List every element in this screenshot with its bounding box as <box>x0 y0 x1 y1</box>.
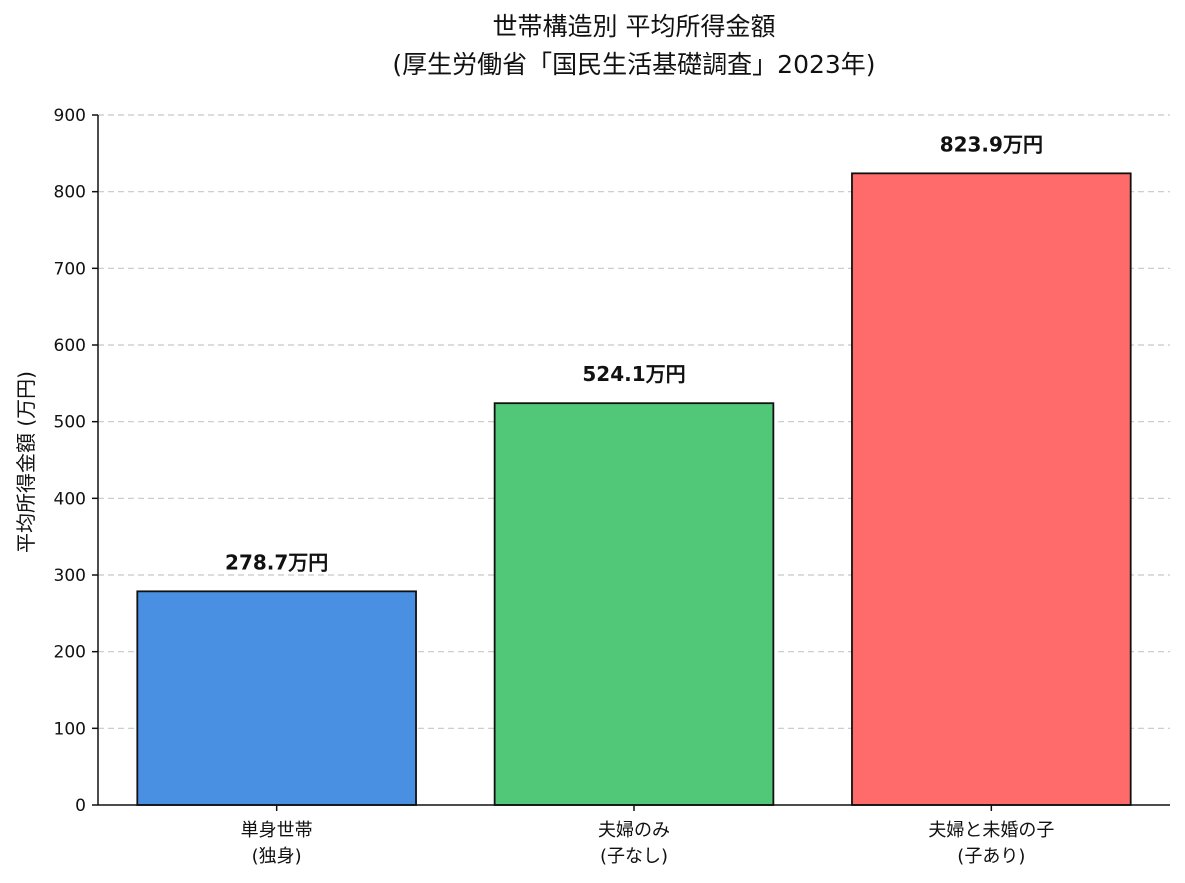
x-tick-label: 単身世帯 <box>241 820 313 841</box>
data-label: 278.7万円 <box>225 550 328 574</box>
y-tick-label: 900 <box>54 106 86 126</box>
x-tick-label: (子あり) <box>957 846 1025 867</box>
y-axis-label: 平均所得金額 (万円) <box>14 371 38 553</box>
y-tick-label: 600 <box>54 336 86 356</box>
bar <box>493 402 775 806</box>
x-tick-label: (子なし) <box>600 846 668 867</box>
y-tick-label: 700 <box>54 259 86 279</box>
data-label: 823.9万円 <box>940 132 1043 156</box>
y-tick-label: 500 <box>54 413 86 433</box>
bars <box>136 172 1132 806</box>
bar <box>851 172 1132 806</box>
x-tick-label: 夫婦のみ <box>598 820 670 841</box>
y-tick-label: 400 <box>54 489 86 509</box>
y-tick-label: 200 <box>54 643 86 663</box>
data-label: 524.1万円 <box>582 362 685 386</box>
x-tick-label: 夫婦と未婚の子 <box>928 820 1054 841</box>
y-tick-label: 100 <box>54 719 86 739</box>
chart-title-line-1: 世帯構造別 平均所得金額 <box>493 12 776 41</box>
bar <box>136 590 417 806</box>
y-tick-label: 0 <box>75 796 86 816</box>
chart-title-line-2: (厚生労働省「国民生活基礎調査」2023年) <box>392 50 875 79</box>
y-tick-label: 300 <box>54 566 86 586</box>
y-tick-label: 800 <box>54 183 86 203</box>
axes <box>92 114 1170 811</box>
x-tick-label: (独身) <box>252 846 302 867</box>
